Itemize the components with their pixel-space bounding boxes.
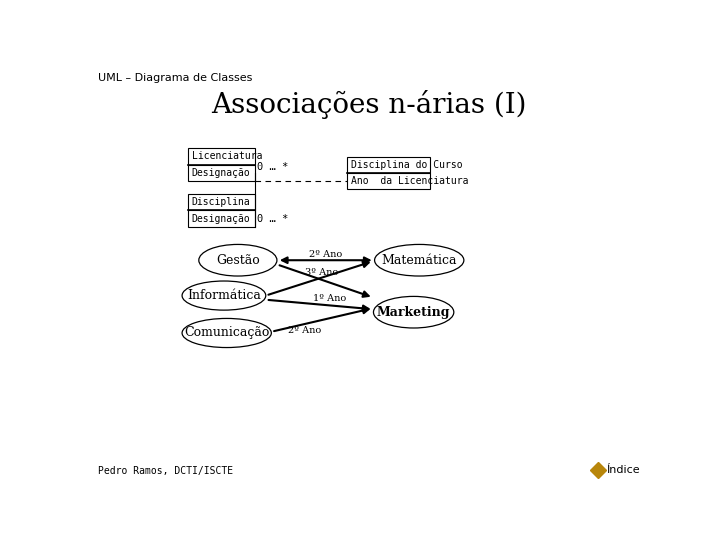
Text: Marketing: Marketing xyxy=(377,306,451,319)
Text: Associações n-árias (I): Associações n-árias (I) xyxy=(211,90,527,119)
Text: Disciplina do Curso: Disciplina do Curso xyxy=(351,160,462,170)
Text: 2º Ano: 2º Ano xyxy=(288,326,321,335)
FancyBboxPatch shape xyxy=(188,194,255,210)
Text: 0 … *: 0 … * xyxy=(258,162,289,172)
Text: 1º Ano: 1º Ano xyxy=(313,294,346,303)
Ellipse shape xyxy=(199,245,277,276)
Text: 3º Ano: 3º Ano xyxy=(305,268,338,277)
Text: Informática: Informática xyxy=(187,289,261,302)
Text: Designação: Designação xyxy=(192,214,251,224)
FancyBboxPatch shape xyxy=(347,157,431,173)
FancyBboxPatch shape xyxy=(347,173,431,188)
Text: 2º Ano: 2º Ano xyxy=(309,251,342,259)
Ellipse shape xyxy=(374,245,464,276)
Text: Licenciatura: Licenciatura xyxy=(192,151,262,161)
Text: Comunicação: Comunicação xyxy=(184,327,269,340)
Text: Designação: Designação xyxy=(192,168,251,178)
Text: Índice: Índice xyxy=(606,465,640,475)
FancyBboxPatch shape xyxy=(188,210,255,227)
Ellipse shape xyxy=(182,319,271,348)
FancyBboxPatch shape xyxy=(188,148,255,165)
Text: Disciplina: Disciplina xyxy=(192,197,251,207)
Text: Gestão: Gestão xyxy=(216,254,260,267)
Text: 0 … *: 0 … * xyxy=(258,214,289,224)
Text: Pedro Ramos, DCTI/ISCTE: Pedro Ramos, DCTI/ISCTE xyxy=(99,467,233,476)
FancyBboxPatch shape xyxy=(188,165,255,181)
Text: Matemática: Matemática xyxy=(382,254,457,267)
Ellipse shape xyxy=(182,281,266,310)
Text: UML – Diagrama de Classes: UML – Diagrama de Classes xyxy=(99,73,253,83)
Ellipse shape xyxy=(374,296,454,328)
Text: Ano  da Licenciatura: Ano da Licenciatura xyxy=(351,176,468,186)
